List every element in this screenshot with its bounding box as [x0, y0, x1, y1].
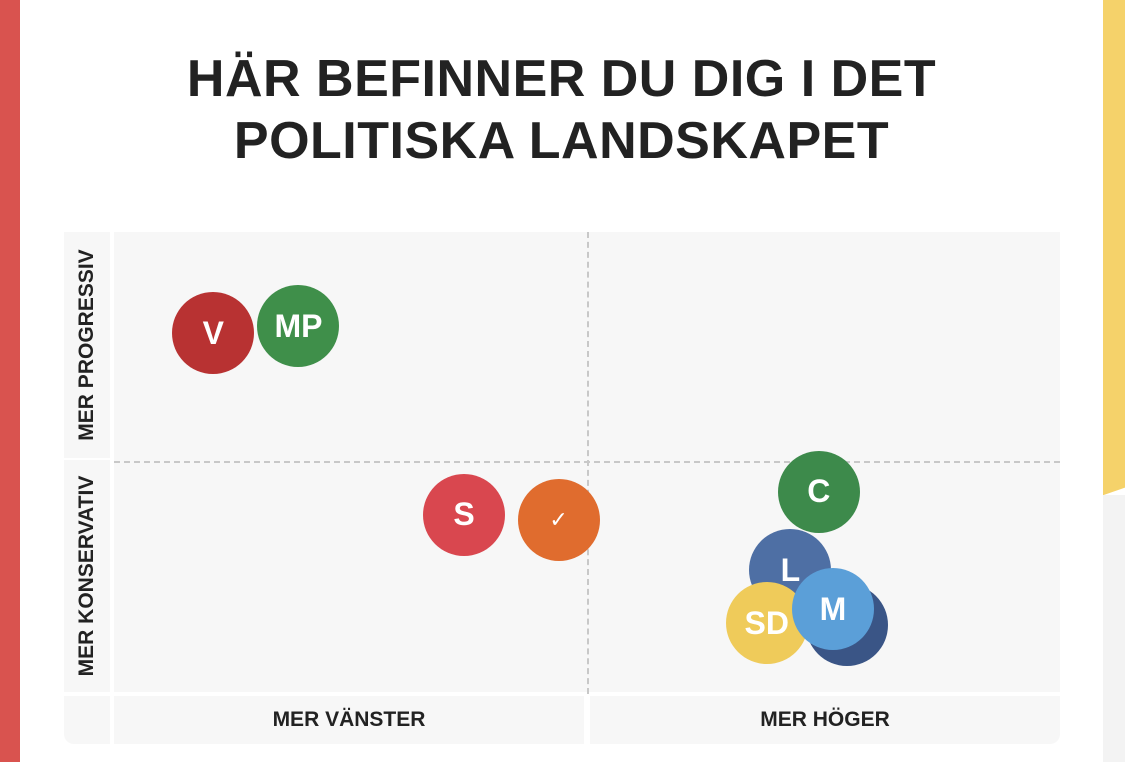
title-line-2: POLITISKA LANDSKAPET: [233, 112, 890, 170]
x-axis-label-right: MER HÖGER: [590, 696, 1060, 744]
y-axis-cell-top: [64, 232, 110, 458]
party-marker-c: C: [777, 450, 860, 533]
horizontal-divider: [114, 461, 1060, 463]
axis-corner-cell: [64, 696, 110, 744]
user-position-marker: ✓: [517, 478, 600, 561]
party-marker-mp: MP: [257, 285, 340, 368]
right-accent-stripe: [1103, 0, 1125, 496]
y-axis-label-progressive: MER PROGRESSIV: [75, 249, 98, 441]
vertical-divider: [587, 232, 589, 694]
x-axis-label-left: MER VÄNSTER: [114, 696, 584, 744]
title-line-1: HÄR BEFINNER DU DIG I DET: [186, 50, 937, 108]
left-accent-stripe: [0, 0, 20, 762]
page-title: HÄR BEFINNER DU DIG I DET POLITISKA LAND…: [20, 48, 1103, 172]
right-accent-shadow: [1103, 495, 1125, 762]
party-marker-s: S: [423, 473, 506, 556]
party-marker-v: V: [172, 292, 255, 375]
party-marker-m: M: [791, 568, 874, 651]
y-axis-cell-bottom: [64, 460, 110, 692]
y-axis-label-conservative: MER KONSERVATIV: [75, 475, 98, 677]
